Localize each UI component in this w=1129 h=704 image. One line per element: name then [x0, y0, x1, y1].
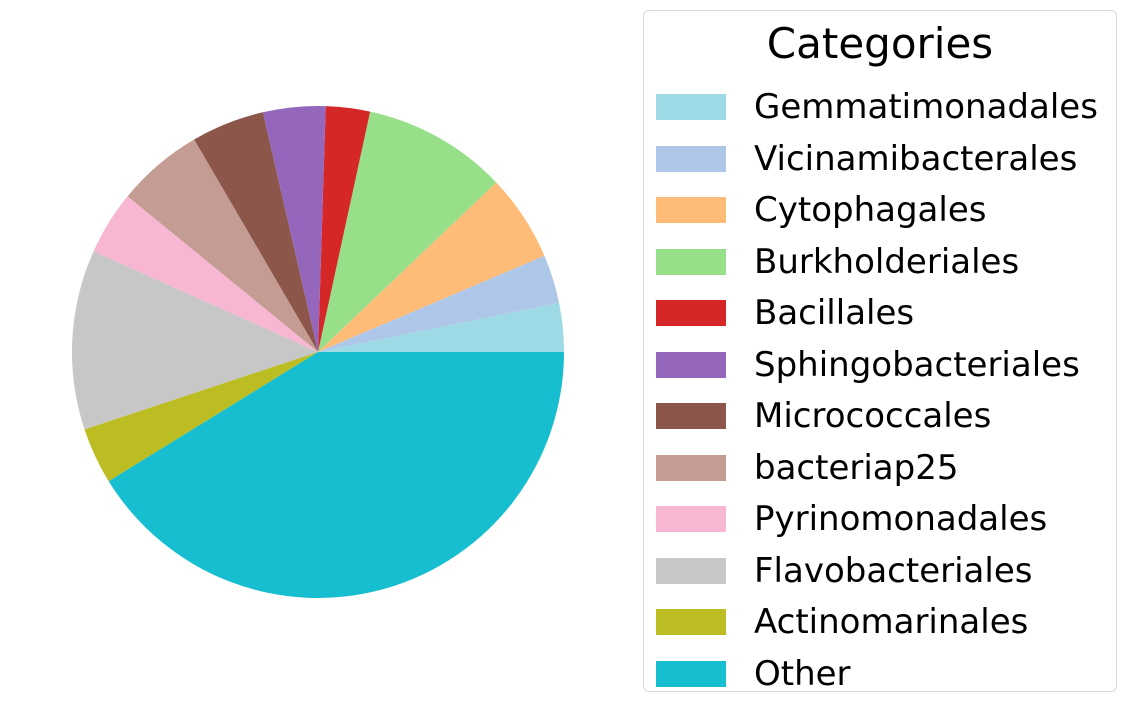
pie-slice-other [108, 352, 564, 598]
legend-swatch [656, 506, 726, 532]
pie-slice-gemmatimonadales [318, 302, 564, 352]
legend-label: Sphingobacteriales [754, 344, 1080, 385]
legend-title: Categories [766, 19, 994, 68]
legend-swatch [656, 248, 726, 275]
pie-slice-pyrinomonadales [93, 196, 318, 352]
pie-slice-micrococcales [194, 112, 318, 352]
legend-item-flavobacteriales: Flavobacteriales [656, 551, 1032, 591]
legend-swatch [656, 197, 726, 223]
legend-label: Burkholderiales [754, 241, 1020, 282]
legend-item-other: Other [656, 654, 851, 694]
legend-label: Pyrinomonadales [754, 499, 1048, 539]
pie-slice-bacteriap25 [127, 139, 318, 352]
legend-item-pyrinomonadales: Pyrinomonadales [656, 499, 1047, 539]
legend-label: Micrococcales [754, 396, 992, 436]
legend-item-bacillales: Bacillales [656, 293, 914, 333]
legend-label: Flavobacteriales [754, 550, 1033, 591]
legend-label: Other [754, 653, 851, 694]
legend-item-actinomarinales: Actinomarinales [656, 602, 1028, 642]
legend-swatch [656, 145, 726, 172]
legend-swatch [656, 94, 726, 120]
legend-label: Actinomarinales [754, 602, 1029, 642]
legend-label: Gemmatimonadales [754, 87, 1098, 127]
legend-swatch [656, 609, 726, 635]
legend-swatch [656, 660, 726, 687]
legend-label: Vicinamibacterales [754, 138, 1078, 179]
pie-slice-sphingobacteriales [262, 106, 326, 352]
legend-swatch [656, 300, 726, 326]
legend: Categories Gemmatimonadales Vicinamibacte… [643, 10, 1117, 694]
legend-swatch [656, 557, 726, 584]
legend-item-vicinamibacterales: Vicinamibacterales [656, 139, 1077, 179]
pie-slices [71, 106, 564, 598]
pie-slice-cytophagales [318, 182, 545, 352]
legend-swatch [656, 454, 726, 481]
pie-slice-flavobacteriales [71, 251, 318, 430]
legend-item-micrococcales: Micrococcales [656, 396, 991, 436]
legend-swatch [656, 403, 726, 429]
pie-slice-actinomarinales [84, 352, 319, 482]
legend-label: Bacillales [754, 293, 915, 333]
pie-slice-bacillales [318, 106, 371, 352]
legend-item-sphingobacteriales: Sphingobacteriales [656, 345, 1080, 385]
legend-label: bacteriap25 [754, 447, 959, 488]
pie-chart [71, 106, 564, 598]
pie-slice-vicinamibacterales [318, 255, 560, 352]
legend-swatch [656, 351, 726, 378]
legend-item-bacteriap25: bacteriap25 [656, 448, 958, 488]
legend-label: Cytophagales [754, 190, 987, 230]
pie-slice-burkholderiales [318, 111, 497, 352]
legend-item-burkholderiales: Burkholderiales [656, 242, 1019, 282]
legend-item-cytophagales: Cytophagales [656, 190, 986, 230]
legend-item-gemmatimonadales: Gemmatimonadales [656, 87, 1098, 127]
